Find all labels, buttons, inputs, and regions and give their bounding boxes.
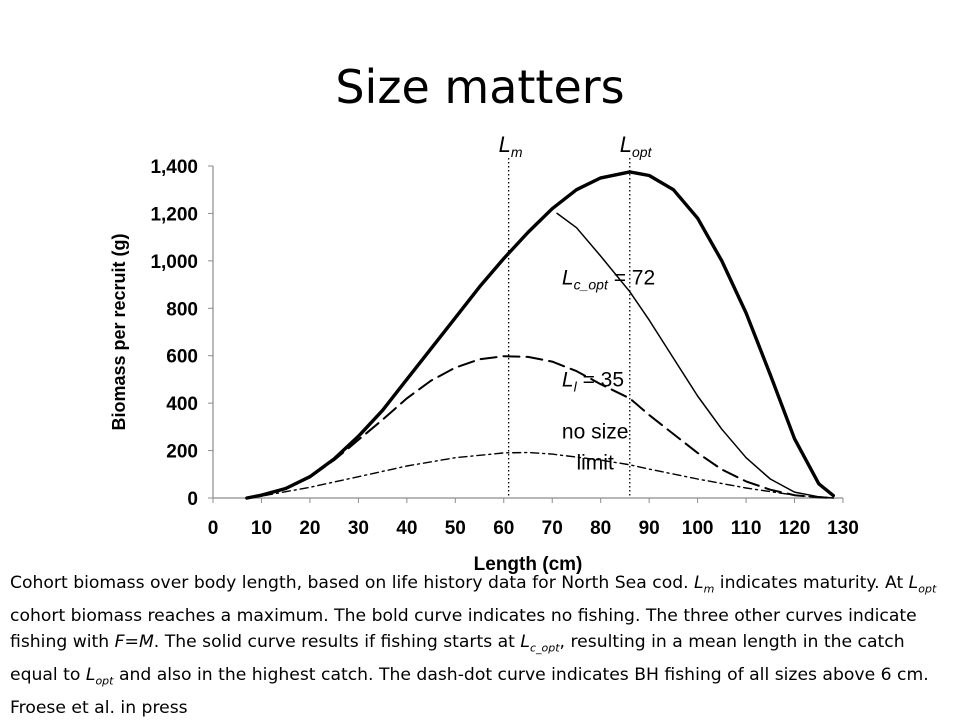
vline-label-subscript: opt	[632, 144, 653, 160]
y-tick-label: 1,000	[150, 252, 198, 273]
y-tick-label: 1,200	[150, 204, 198, 225]
y-tick-label: 1,400	[150, 157, 198, 178]
caption-text-3: cohort biomass reaches a maximum. The bo…	[10, 605, 917, 653]
caption-lm-subscript: m	[703, 582, 715, 596]
caption-lopt2-subscript: opt	[95, 674, 114, 688]
caption-lcopt-symbol: L	[520, 632, 530, 653]
y-tick-label: 800	[166, 299, 198, 320]
caption-text-6: and also in the highest catch. The dash-…	[10, 665, 929, 719]
annotation-value: = 72	[608, 267, 655, 290]
x-tick-label: 50	[445, 518, 466, 539]
x-tick-label: 40	[396, 518, 417, 539]
x-tick-label: 90	[639, 518, 660, 539]
series-line-dash-dot	[246, 451, 834, 499]
caption: Cohort biomass over body length, based o…	[10, 570, 955, 722]
curve-annotation: limit	[576, 452, 613, 475]
x-tick-label: 30	[348, 518, 369, 539]
x-tick-label: 80	[590, 518, 611, 539]
annotation-value: = 35	[577, 369, 624, 392]
x-tick-label: 70	[542, 518, 563, 539]
vline-label-symbol: L	[620, 132, 632, 157]
slide-title: Size matters	[335, 60, 625, 114]
caption-lopt-subscript: opt	[918, 582, 937, 596]
curve-annotation: Ll = 35	[562, 369, 624, 395]
x-tick-label: 130	[827, 518, 859, 539]
caption-fm: F=M	[114, 632, 154, 653]
y-tick-label: 200	[166, 442, 198, 463]
annotation-symbol: L	[562, 267, 574, 290]
series-line-thin-solid	[556, 212, 835, 499]
annotation-symbol: L	[562, 369, 574, 392]
x-tick-label: 10	[251, 518, 272, 539]
y-tick-label: 400	[166, 394, 198, 415]
y-tick-label: 600	[166, 347, 198, 368]
series-line-dashed	[245, 355, 835, 499]
annotation-subscript: c_opt	[574, 277, 609, 293]
caption-lopt-symbol: L	[908, 573, 919, 593]
caption-text-5: , resulting in a mean length in the catc…	[10, 632, 905, 686]
x-axis-label: Length (cm)	[474, 554, 583, 575]
vline-label-opt: Lopt	[620, 132, 653, 160]
curve-annotation: no size	[562, 421, 629, 444]
caption-text-4: . The solid curve results if fishing sta…	[153, 632, 521, 653]
x-tick-label: 120	[779, 518, 811, 539]
caption-text-1: Cohort biomass over body length, based o…	[10, 573, 695, 593]
caption-lm-symbol: L	[694, 573, 704, 593]
caption-lopt2-symbol: L	[85, 665, 96, 686]
y-tick-label: 0	[187, 489, 198, 510]
vline-label-m: Lm	[499, 132, 523, 160]
vline-label-symbol: L	[499, 132, 511, 157]
curve-annotation: Lc_opt = 72	[562, 267, 655, 293]
x-tick-label: 110	[731, 518, 762, 539]
series-line-bold-solid	[245, 170, 835, 500]
vline-label-subscript: m	[511, 144, 523, 160]
x-tick-label: 0	[208, 518, 219, 539]
x-tick-label: 60	[493, 518, 514, 539]
x-tick-label: 100	[682, 518, 714, 539]
y-axis-label: Biomass per recruit (g)	[109, 233, 129, 430]
x-tick-label: 20	[299, 518, 320, 539]
biomass-chart: 0 10 20 30 40 50 60 70 80 90 100 110 120 130 0 200 400 60…	[109, 132, 859, 575]
annotation-subscript: l	[574, 379, 578, 395]
caption-lcopt-subscript: c_opt	[529, 641, 560, 655]
caption-text-2: indicates maturity. At	[714, 573, 909, 593]
